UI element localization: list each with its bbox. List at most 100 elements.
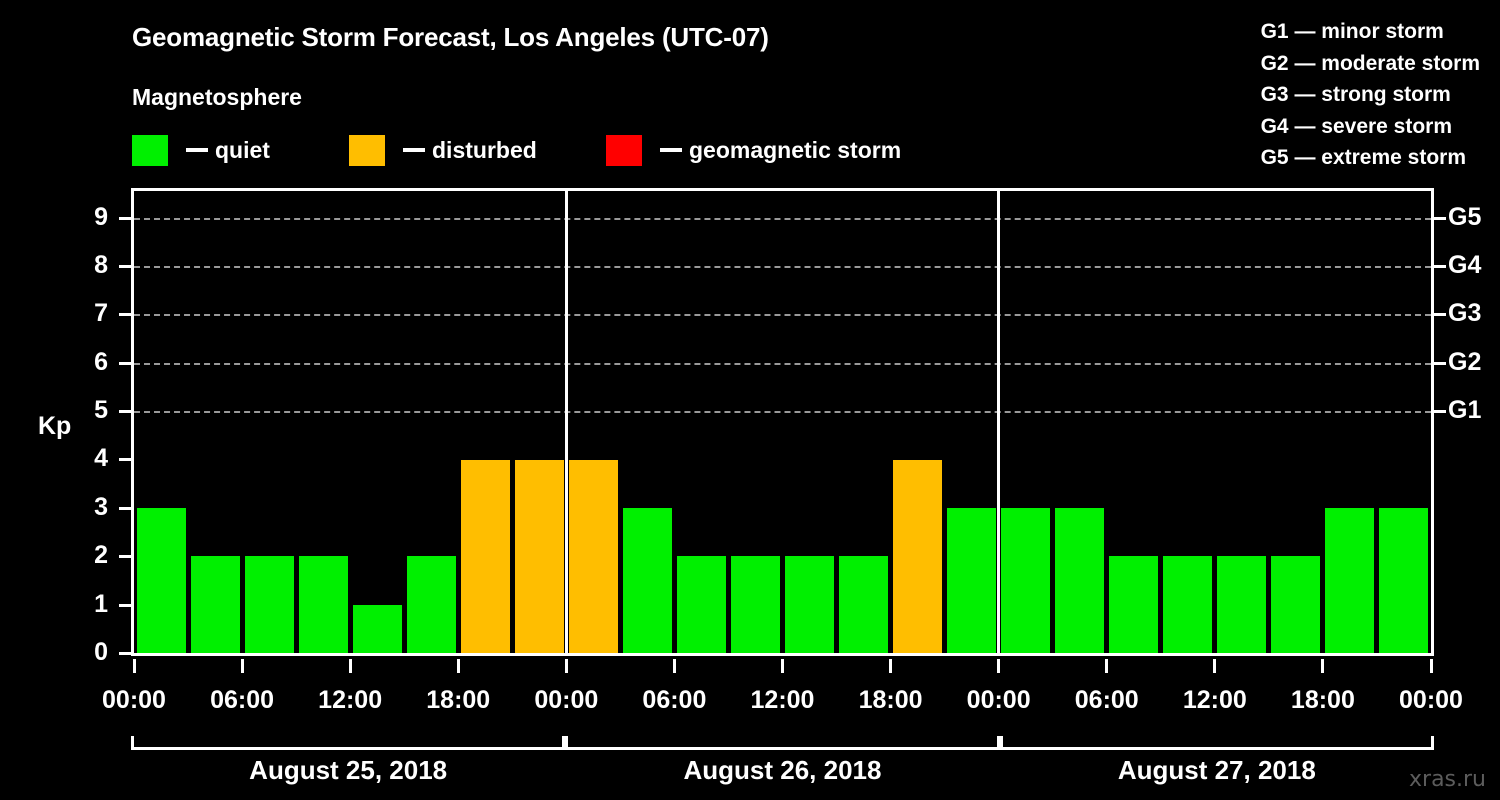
legend-swatch-icon xyxy=(349,134,385,166)
bar-23 xyxy=(1325,507,1375,653)
x-tick-mark-4 xyxy=(564,659,568,673)
x-tick-mark-8 xyxy=(997,659,1001,673)
g-legend-row-3: G3 — strong storm xyxy=(1260,83,1451,106)
bar-20 xyxy=(1163,556,1213,653)
day-bracket-1 xyxy=(131,736,566,750)
y-tick-mark-2 xyxy=(119,555,131,559)
y-tick-mark-1 xyxy=(119,603,131,607)
y-tick-label-3: 3 xyxy=(94,492,108,521)
gridline-kp-7 xyxy=(134,314,1431,317)
y-tick-label-5: 5 xyxy=(94,396,108,425)
y-tick-label-8: 8 xyxy=(94,250,108,279)
plot-area xyxy=(131,188,1434,656)
legend-swatch-icon xyxy=(606,134,642,166)
bar-2 xyxy=(190,556,240,653)
bar-4 xyxy=(298,556,348,653)
x-tick-mark-5 xyxy=(672,659,676,673)
y-tick-label-9: 9 xyxy=(94,202,108,231)
x-tick-label-11: 18:00 xyxy=(1290,686,1355,714)
watermark: xras.ru xyxy=(1409,767,1486,792)
x-tick-label-3: 18:00 xyxy=(426,686,491,714)
y-tick-label-4: 4 xyxy=(94,444,108,473)
legend-dash-icon xyxy=(403,148,425,152)
y-tick-mark-0 xyxy=(119,652,131,655)
y-tick-mark-4 xyxy=(119,458,131,462)
legend-dash-icon xyxy=(186,148,208,152)
g-tick-label-G3: G3 xyxy=(1448,299,1482,328)
x-tick-label-2: 12:00 xyxy=(318,686,383,714)
x-tick-label-0: 00:00 xyxy=(102,686,166,714)
x-tick-mark-2 xyxy=(348,659,352,673)
y-tick-label-0: 0 xyxy=(94,638,108,666)
bar-22 xyxy=(1271,556,1321,653)
x-tick-label-12: 00:00 xyxy=(1399,686,1463,714)
day-separator-1 xyxy=(564,191,568,653)
y-tick-label-2: 2 xyxy=(94,541,108,570)
x-tick-mark-6 xyxy=(781,659,784,673)
bar-16 xyxy=(947,507,997,653)
bar-15 xyxy=(893,459,943,653)
legend-label: quiet xyxy=(215,136,270,163)
day-bracket-3 xyxy=(999,736,1434,750)
g-tick-label-G2: G2 xyxy=(1448,347,1482,376)
y-tick-label-6: 6 xyxy=(94,347,108,376)
y-tick-label-1: 1 xyxy=(94,589,108,618)
bar-6 xyxy=(406,556,456,653)
x-tick-label-1: 06:00 xyxy=(210,686,275,714)
y-tick-mark-6 xyxy=(119,361,131,365)
bar-9 xyxy=(568,459,618,653)
gridline-kp-9 xyxy=(134,217,1431,220)
x-tick-mark-11 xyxy=(1321,659,1325,673)
g-legend-row-4: G4 — severe storm xyxy=(1260,114,1453,138)
x-tick-mark-3 xyxy=(456,659,460,673)
bar-11 xyxy=(676,556,726,653)
plot-inner xyxy=(134,191,1431,653)
gridline-kp-5 xyxy=(134,411,1431,414)
bar-12 xyxy=(730,556,780,653)
gridline-kp-8 xyxy=(134,265,1431,268)
x-tick-label-8: 00:00 xyxy=(966,686,1031,714)
day-separator-2 xyxy=(997,191,1001,653)
x-tick-mark-12 xyxy=(1429,659,1433,673)
g-tick-label-G4: G4 xyxy=(1448,250,1482,279)
x-tick-mark-1 xyxy=(240,659,244,673)
x-tick-label-5: 06:00 xyxy=(642,686,707,714)
g-tick-mark-G3 xyxy=(1434,313,1446,317)
legend-swatch-icon xyxy=(132,134,168,166)
x-tick-mark-9 xyxy=(1105,659,1109,673)
x-tick-label-4: 00:00 xyxy=(534,686,599,714)
bar-24 xyxy=(1379,507,1429,653)
legend-label: geomagnetic storm xyxy=(689,136,902,163)
bar-18 xyxy=(1055,507,1105,653)
bar-5 xyxy=(352,604,402,653)
bar-7 xyxy=(460,459,510,653)
legend-label: disturbed xyxy=(432,136,537,163)
g-legend-row-5: G5 — extreme storm xyxy=(1260,146,1467,169)
bar-10 xyxy=(622,507,672,653)
x-tick-label-9: 06:00 xyxy=(1074,686,1139,714)
y-tick-mark-9 xyxy=(119,216,131,220)
y-tick-label-7: 7 xyxy=(94,299,108,328)
y-tick-mark-8 xyxy=(119,264,131,268)
bar-14 xyxy=(839,556,889,653)
day-label-3: August 27, 2018 xyxy=(1117,755,1316,785)
day-bracket-2 xyxy=(565,736,1000,750)
day-axis xyxy=(131,736,1434,752)
g-legend-row-1: G1 — minor storm xyxy=(1260,20,1444,43)
legend-quiet: quiet xyxy=(132,133,270,167)
x-tick-label-6: 12:00 xyxy=(750,686,815,714)
g-tick-mark-G5 xyxy=(1434,216,1446,220)
bar-8 xyxy=(514,459,564,653)
y-axis-title: Kp xyxy=(38,412,72,440)
page-title: Geomagnetic Storm Forecast, Los Angeles … xyxy=(132,22,769,52)
gridline-kp-6 xyxy=(134,362,1431,365)
g-tick-label-G1: G1 xyxy=(1448,396,1482,425)
y-tick-mark-7 xyxy=(119,313,131,317)
x-tick-mark-10 xyxy=(1213,659,1217,673)
g-tick-label-G5: G5 xyxy=(1448,202,1482,231)
day-label-2: August 26, 2018 xyxy=(683,755,882,785)
g-tick-mark-G2 xyxy=(1434,361,1446,365)
x-tick-mark-0 xyxy=(132,659,136,673)
chart-subtitle: Magnetosphere xyxy=(132,84,302,110)
day-label-1: August 25, 2018 xyxy=(249,755,448,785)
